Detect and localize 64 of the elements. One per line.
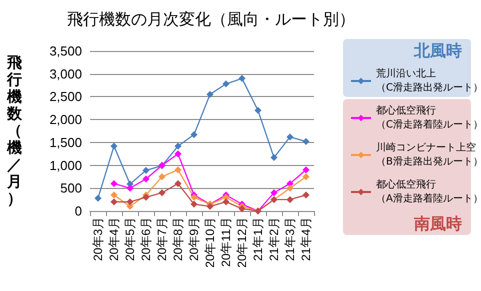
x-tick-label: 21年4月 bbox=[299, 217, 313, 262]
legend-label: 都心低空飛行（C滑走路着陸ルート） bbox=[376, 104, 481, 130]
x-tick-label: 20年11月 bbox=[219, 217, 233, 267]
point bbox=[174, 180, 182, 188]
point bbox=[174, 142, 182, 150]
point bbox=[270, 154, 278, 162]
point bbox=[110, 180, 118, 188]
point bbox=[238, 74, 246, 82]
legend-label: 荒川沿い北上（C滑走路出発ルート） bbox=[376, 68, 481, 94]
x-tick-label: 20年4月 bbox=[107, 217, 121, 262]
point bbox=[190, 200, 198, 208]
point bbox=[286, 184, 294, 192]
point bbox=[126, 184, 134, 192]
x-tick-label: 20年6月 bbox=[139, 217, 153, 262]
text: 飛行機数（機／月） bbox=[7, 54, 22, 208]
point bbox=[270, 189, 278, 196]
x-tick-label: 20年10月 bbox=[203, 217, 217, 268]
point bbox=[286, 196, 294, 204]
chart-title: 飛行機数の月次変化（風向・ルート別） bbox=[67, 10, 355, 28]
point bbox=[174, 150, 182, 158]
y-tick-label: 3,000 bbox=[49, 66, 82, 82]
point bbox=[158, 173, 166, 180]
point bbox=[110, 192, 118, 198]
y-tick-label: 0 bbox=[74, 204, 82, 218]
point bbox=[174, 166, 182, 174]
x-tick-label: 20年9月 bbox=[187, 217, 201, 262]
point bbox=[142, 166, 150, 174]
point bbox=[142, 194, 150, 201]
point bbox=[110, 142, 118, 150]
point bbox=[142, 176, 150, 182]
x-tick-label: 21年2月 bbox=[267, 217, 281, 262]
point bbox=[190, 131, 198, 138]
point bbox=[158, 189, 166, 196]
point bbox=[302, 192, 310, 198]
point bbox=[110, 198, 118, 206]
point bbox=[94, 194, 102, 202]
point bbox=[238, 205, 246, 212]
point bbox=[222, 80, 230, 88]
x-tick-label: 20年12月 bbox=[235, 217, 249, 268]
y-tick-label: 2,500 bbox=[49, 89, 82, 104]
point bbox=[222, 198, 230, 206]
x-tick-label: 21年1月 bbox=[251, 217, 265, 262]
point bbox=[254, 106, 262, 114]
y-tick-label: 2,000 bbox=[49, 112, 82, 128]
x-tick-label: 20年8月 bbox=[171, 217, 185, 262]
text: 南風時 bbox=[414, 214, 462, 235]
y-tick-label: 3,500 bbox=[49, 44, 82, 58]
x-tick-label: 20年7月 bbox=[155, 217, 169, 262]
point bbox=[126, 198, 134, 206]
y-tick-label: 1,500 bbox=[49, 134, 82, 150]
x-tick-label: 20年3月 bbox=[91, 217, 105, 262]
y-tick-label: 500 bbox=[60, 180, 82, 196]
y-tick-label: 1,000 bbox=[49, 158, 82, 173]
point bbox=[190, 194, 198, 201]
point bbox=[286, 133, 294, 140]
text: 北風時 bbox=[414, 41, 462, 62]
point bbox=[206, 90, 214, 98]
legend-label: 川崎コンビナート上空（B滑走路出発ルート） bbox=[376, 142, 481, 168]
point bbox=[302, 173, 310, 180]
legend-label: 都心低空飛行（A滑走路着陸ルート） bbox=[376, 178, 481, 204]
x-tick-label: 20年5月 bbox=[123, 217, 137, 262]
point bbox=[302, 138, 310, 146]
x-tick-label: 21年3月 bbox=[283, 217, 297, 262]
point bbox=[302, 166, 310, 174]
